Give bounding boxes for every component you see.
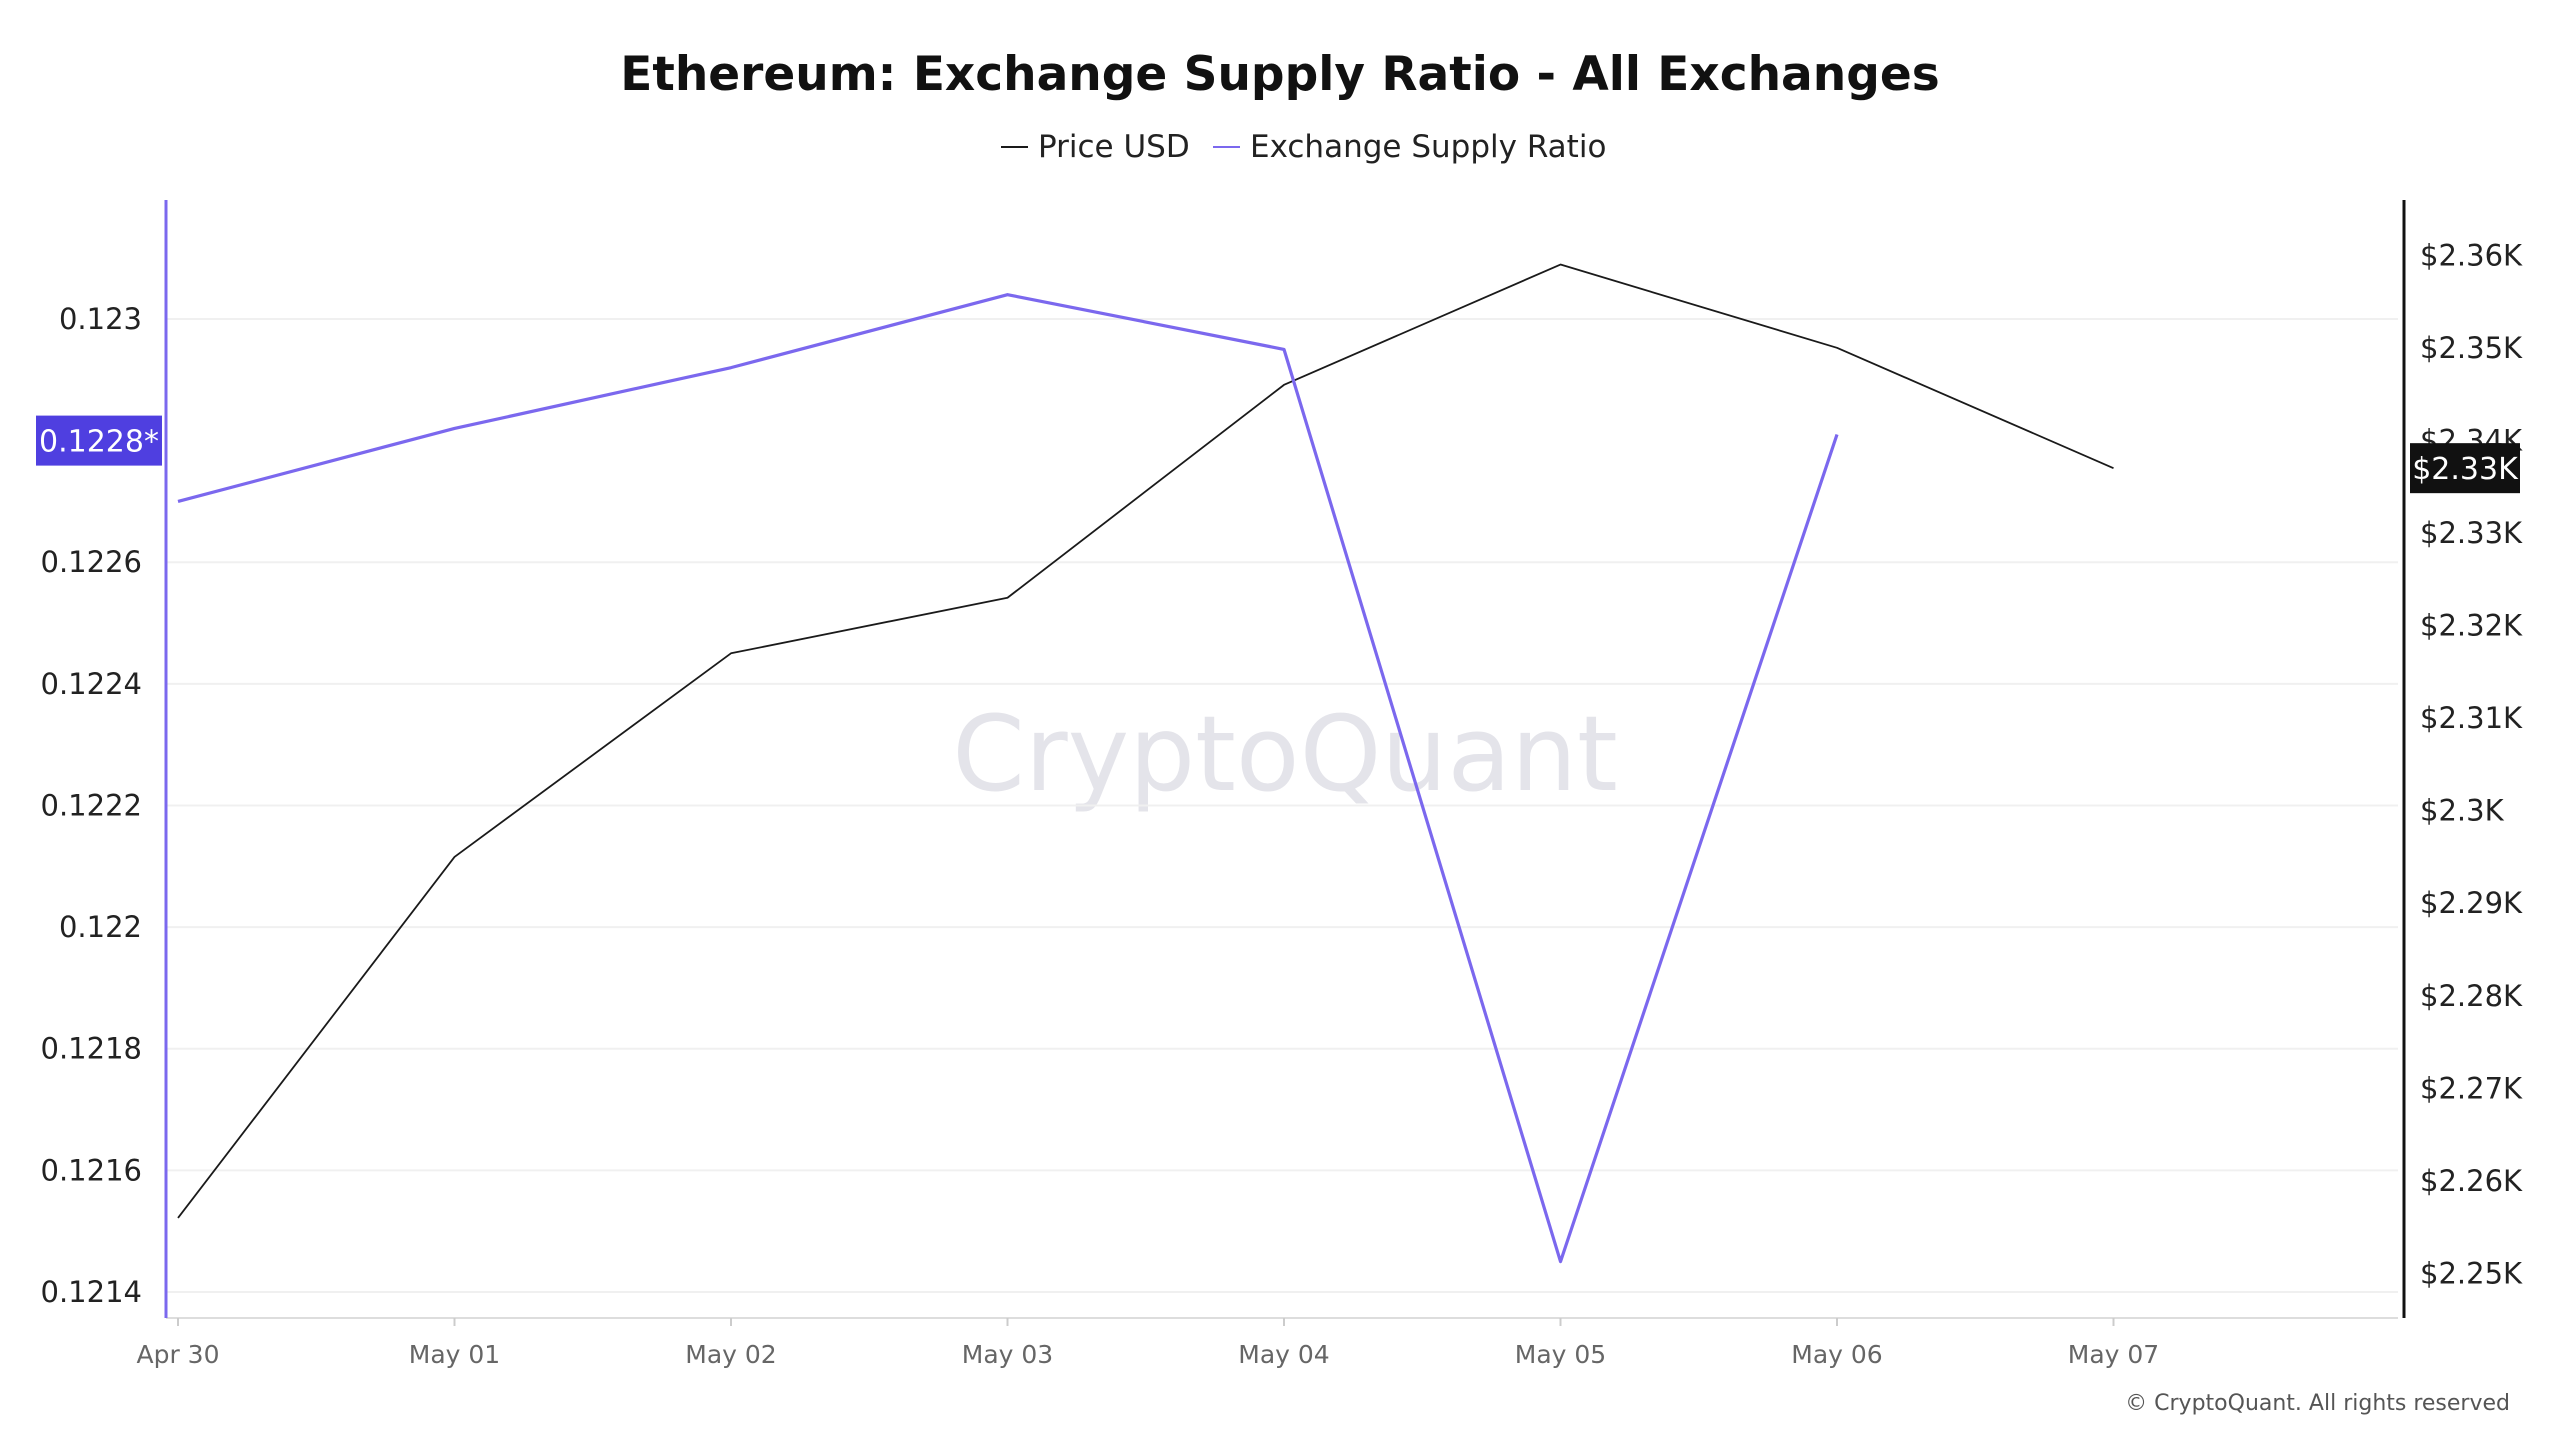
- right-tick-label: $2.28K: [2420, 979, 2523, 1013]
- left-tick-label: 0.1224: [41, 667, 142, 701]
- left-tick-label: 0.1222: [41, 788, 142, 822]
- right-tick-label: $2.25K: [2420, 1256, 2523, 1290]
- right-tick-label: $2.26K: [2420, 1164, 2523, 1198]
- right-tick-label: $2.33K: [2420, 516, 2523, 550]
- legend-ratio-label[interactable]: Exchange Supply Ratio: [1250, 129, 1606, 165]
- grid: [166, 317, 2398, 1293]
- right-tick-label: $2.3K: [2420, 794, 2505, 828]
- x-tick-label: May 02: [685, 1340, 776, 1369]
- right-axis-ticks: $2.36K$2.35K$2.34K$2.33K$2.32K$2.31K$2.3…: [2420, 238, 2523, 1290]
- left-current-badge: 0.1228*: [36, 415, 162, 466]
- left-axis-ticks: 0.123 0.1226 0.1224 0.1222 0.122 0.1218 0.1216…: [41, 302, 142, 1309]
- left-tick-label: 0.1214: [41, 1275, 142, 1309]
- right-badge-label: $2.33K: [2412, 452, 2519, 487]
- x-tick-label: May 07: [2068, 1340, 2159, 1369]
- x-tick-label: May 04: [1238, 1340, 1329, 1369]
- left-tick-label: 0.122: [59, 910, 142, 944]
- copyright: © CryptoQuant. All rights reserved: [2125, 1391, 2510, 1416]
- left-tick-label: 0.1218: [41, 1032, 142, 1066]
- left-tick-label: 0.1216: [41, 1153, 142, 1187]
- price-usd-line[interactable]: [177, 263, 2114, 1219]
- x-tick-label: May 06: [1791, 1340, 1882, 1369]
- right-badge-background: [2410, 443, 2520, 494]
- x-tick-label: May 03: [962, 1340, 1053, 1369]
- series-layer: [177, 263, 2114, 1264]
- right-tick-label: $2.27K: [2420, 1071, 2523, 1105]
- right-tick-label: $2.35K: [2420, 331, 2523, 365]
- watermark: CryptoQuant: [952, 693, 1618, 815]
- chart-title: Ethereum: Exchange Supply Ratio - All Ex…: [620, 47, 1939, 102]
- left-badge-background: [36, 415, 162, 466]
- right-current-badge: $2.33K: [2410, 443, 2520, 494]
- left-badge-label: 0.1228*: [39, 425, 159, 460]
- x-axis-ticks: Apr 30 May 01 May 02 May 03 May 04 May 05 May …: [136, 1318, 2159, 1369]
- legend: Price USD Exchange Supply Ratio: [1001, 129, 1606, 165]
- x-tick-label: May 05: [1515, 1340, 1606, 1369]
- left-tick-label: 0.123: [59, 302, 142, 336]
- right-tick-label: $2.32K: [2420, 609, 2523, 643]
- left-tick-label: 0.1226: [41, 545, 142, 579]
- right-tick-label: $2.31K: [2420, 701, 2523, 735]
- legend-price-label[interactable]: Price USD: [1038, 129, 1190, 165]
- right-tick-label: $2.29K: [2420, 886, 2523, 920]
- x-tick-label: Apr 30: [136, 1340, 219, 1369]
- right-tick-label: $2.36K: [2420, 238, 2523, 272]
- x-tick-label: May 01: [409, 1340, 500, 1369]
